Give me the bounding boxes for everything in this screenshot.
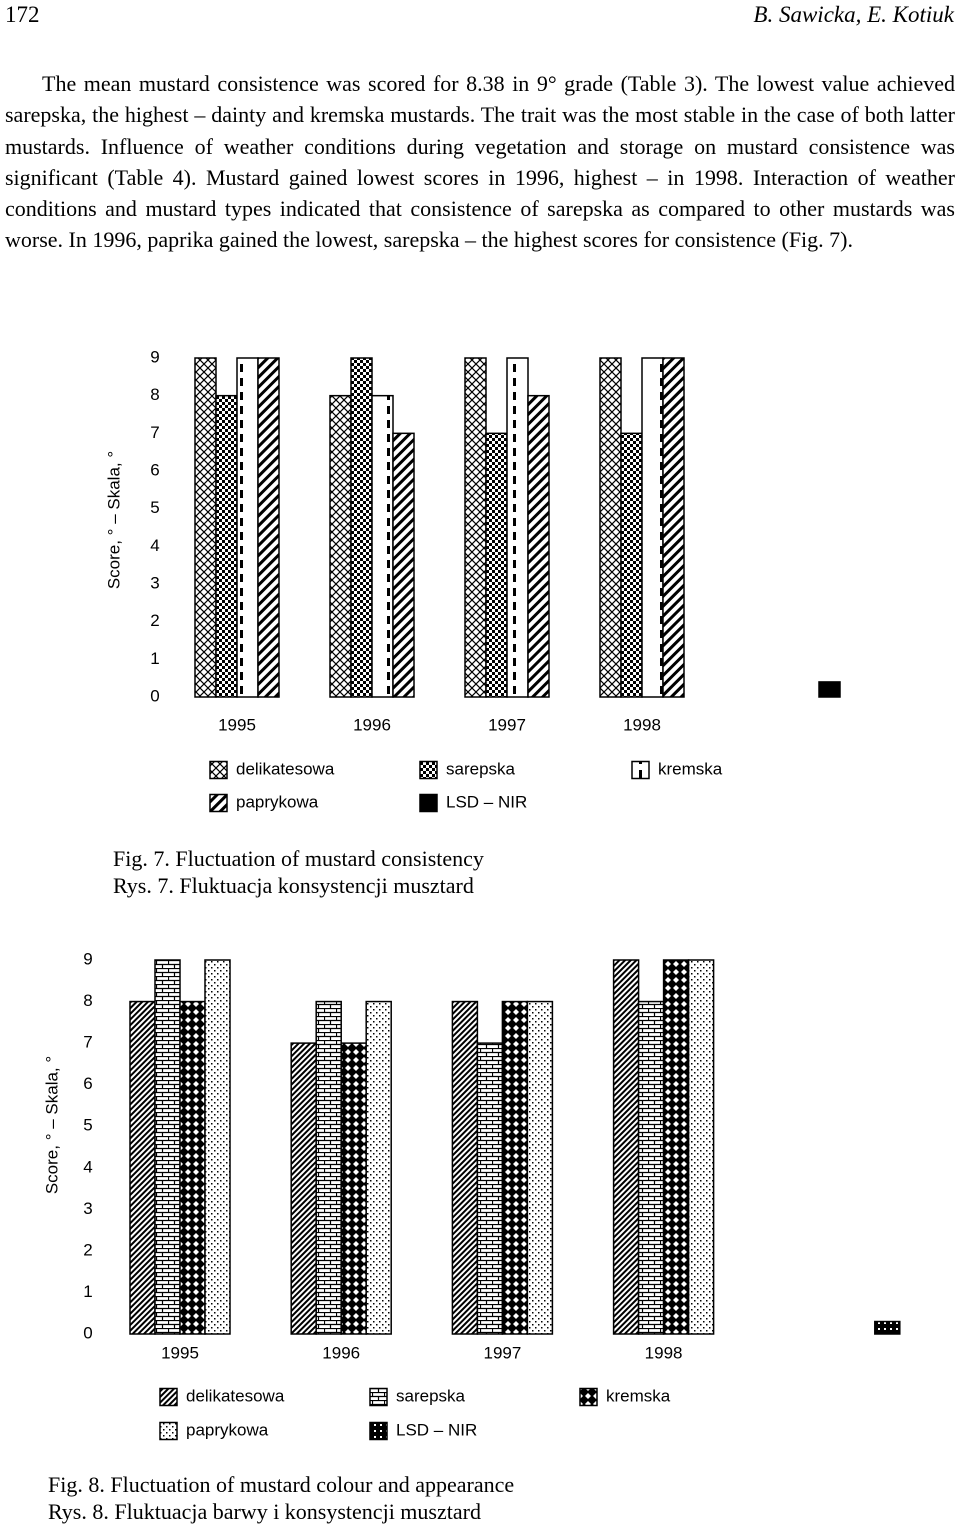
legend-label: sarepska	[396, 1386, 466, 1405]
bar	[194, 357, 217, 698]
bar	[204, 959, 231, 1335]
y-tick-label: 8	[150, 385, 159, 404]
y-tick-label: 5	[150, 498, 159, 517]
figure-caption: Rys. 7. Fluktuacja konsystencji musztard	[113, 873, 474, 898]
bar	[599, 357, 622, 698]
bar	[257, 357, 280, 698]
legend-label: kremska	[658, 759, 723, 778]
legend-swatch	[209, 793, 228, 813]
bar	[154, 959, 181, 1335]
bar	[485, 432, 508, 698]
y-tick-label: 3	[83, 1199, 92, 1218]
y-tick-label: 7	[83, 1033, 92, 1052]
y-tick-label: 7	[150, 423, 159, 442]
bar	[818, 681, 841, 698]
bar	[290, 1042, 317, 1335]
bar	[662, 959, 690, 1335]
y-tick-label: 6	[83, 1074, 92, 1093]
x-tick-label: 1998	[623, 715, 661, 734]
legend-label: kremska	[606, 1386, 671, 1405]
legend-swatch	[369, 1387, 388, 1407]
y-axis-title: Score, ° – Skala, °	[42, 1056, 61, 1194]
y-tick-label: 1	[150, 649, 159, 668]
x-tick-label: 1997	[488, 715, 526, 734]
y-tick-label: 0	[150, 686, 159, 705]
y-tick-label: 2	[150, 611, 159, 630]
bar	[236, 357, 259, 698]
bar	[215, 394, 238, 698]
legend-label: LSD – NIR	[396, 1420, 477, 1439]
figure-caption: Rys. 8. Fluktuacja barwy i konsystencji …	[48, 1499, 481, 1524]
legend-swatch	[209, 760, 228, 780]
figure-caption: Fig. 7. Fluctuation of mustard consisten…	[113, 846, 484, 871]
bar	[687, 959, 715, 1335]
x-tick-label: 1995	[161, 1343, 199, 1362]
legend-label: paprykowa	[186, 1420, 269, 1439]
bar	[637, 1000, 665, 1335]
legend-label: paprykowa	[236, 792, 319, 811]
y-tick-label: 2	[83, 1240, 92, 1259]
legend-swatch	[159, 1421, 178, 1441]
bar	[612, 959, 640, 1335]
legend-label: delikatesowa	[186, 1386, 285, 1405]
bar	[451, 1000, 479, 1335]
bar	[392, 432, 415, 698]
bar	[464, 357, 487, 698]
bar	[315, 1000, 342, 1335]
bar	[350, 357, 373, 698]
legend-label: delikatesowa	[236, 759, 335, 778]
page-number: 172	[5, 2, 40, 27]
y-tick-label: 4	[150, 536, 159, 555]
x-tick-label: 1997	[483, 1343, 521, 1362]
bar	[179, 1000, 206, 1335]
bar	[874, 1320, 901, 1335]
legend-swatch	[369, 1421, 388, 1441]
y-tick-label: 5	[83, 1116, 92, 1135]
bar	[365, 1000, 392, 1335]
x-tick-label: 1995	[218, 715, 256, 734]
bar	[329, 394, 352, 698]
y-tick-label: 6	[150, 460, 159, 479]
legend-swatch	[419, 793, 438, 813]
legend-swatch	[579, 1387, 598, 1407]
bar	[129, 1000, 156, 1335]
y-axis-title: Score, ° – Skala, °	[104, 451, 123, 589]
bar	[340, 1042, 367, 1335]
figure-caption: Fig. 8. Fluctuation of mustard colour an…	[48, 1472, 514, 1497]
bar	[526, 1000, 554, 1335]
y-tick-label: 1	[83, 1282, 92, 1301]
bar	[506, 357, 529, 698]
legend-swatch	[419, 760, 438, 780]
x-tick-label: 1996	[353, 715, 391, 734]
y-tick-label: 8	[83, 991, 92, 1010]
y-tick-label: 9	[83, 949, 92, 968]
body-paragraph: The mean mustard consistence was scored …	[5, 71, 955, 253]
legend-swatch	[159, 1387, 178, 1407]
x-tick-label: 1996	[322, 1343, 360, 1362]
bar	[641, 357, 664, 698]
legend-label: LSD – NIR	[446, 792, 527, 811]
y-tick-label: 0	[83, 1323, 92, 1342]
bar	[476, 1042, 504, 1335]
bar	[501, 1000, 529, 1335]
bar	[620, 432, 643, 698]
y-tick-label: 9	[150, 347, 159, 366]
running-head: B. Sawicka, E. Kotiuk	[753, 2, 954, 27]
y-tick-label: 3	[150, 573, 159, 592]
bar	[527, 394, 550, 698]
y-tick-label: 4	[83, 1157, 92, 1176]
legend-swatch	[631, 760, 650, 780]
bar	[662, 357, 685, 698]
bar	[371, 394, 394, 698]
x-tick-label: 1998	[645, 1343, 683, 1362]
legend-label: sarepska	[446, 759, 516, 778]
